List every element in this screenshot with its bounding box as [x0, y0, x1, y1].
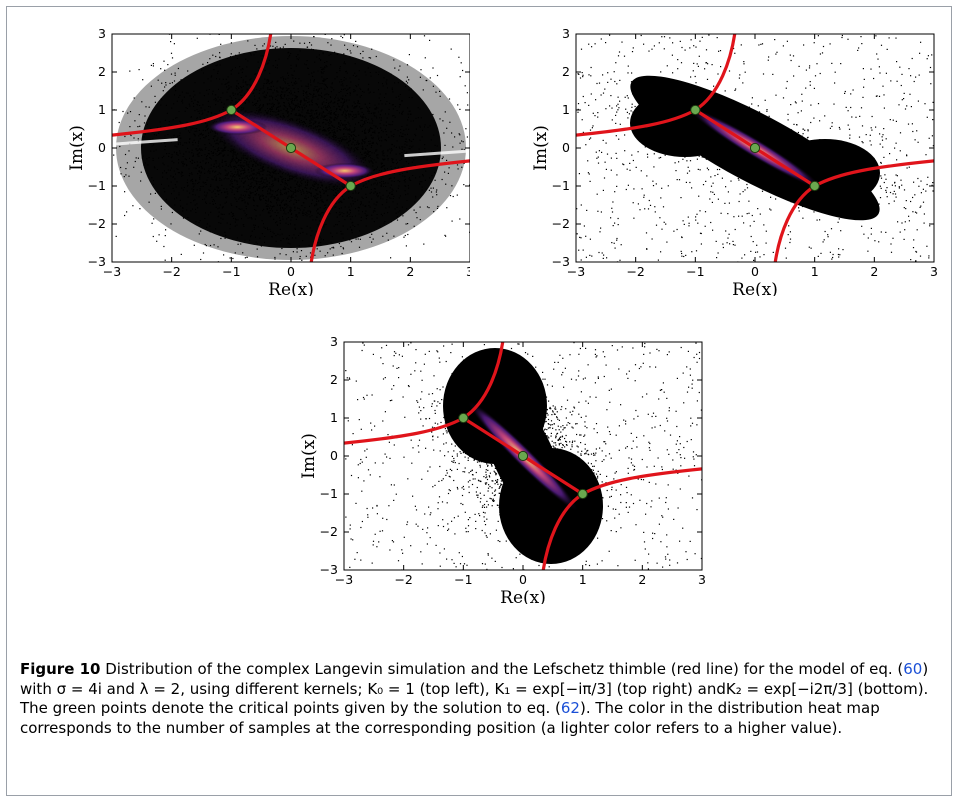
x-tick-label: 0	[287, 264, 295, 279]
x-tick-label: −2	[394, 572, 412, 587]
y-tick-label: 1	[330, 410, 338, 425]
x-tick-label: 1	[347, 264, 355, 279]
chart-svg: −3 −2 −1 0 1 2 3 3 2 1 0 −1 −2 −3 Re(x) Im(x)	[531, 26, 938, 296]
y-tick-label: −2	[88, 216, 106, 231]
x-tick-label: −1	[454, 572, 472, 587]
x-tick-label: 3	[466, 264, 470, 279]
caption-text-3: ). The color in the distribution heat ma…	[20, 699, 880, 737]
x-tick-label: −3	[567, 264, 585, 279]
y-tick-label: −1	[320, 486, 338, 501]
y-tick-label: 0	[330, 448, 338, 463]
eq-ref-60[interactable]: 60	[903, 660, 923, 678]
critical-point-0	[458, 412, 469, 424]
x-tick-label: −2	[626, 264, 644, 279]
x-axis-label: Re(x)	[268, 280, 314, 296]
heatmap-area	[576, 34, 934, 262]
critical-points	[690, 104, 820, 192]
chart-svg: −3 −2 −1 0 1 2 3 3 2 1 0 −1 −2 −3 Re(x) Im(x)	[299, 334, 706, 604]
x-axis-label: Re(x)	[732, 280, 778, 296]
plot-bottom: −3 −2 −1 0 1 2 3 3 2 1 0 −1 −2 −3 Re(x) Im(x)	[290, 330, 720, 604]
critical-point-1	[517, 450, 529, 462]
critical-point-2	[345, 180, 356, 192]
x-tick-label: 2	[638, 572, 646, 587]
y-tick-label: −3	[552, 254, 570, 269]
plot-top-left: −3 −2 −1 0 1 2 3 3 2 1 0 −1 −2 −3 Re(x) Im(x)	[50, 22, 470, 296]
y-tick-label: 2	[562, 64, 570, 79]
critical-point-0	[690, 104, 701, 116]
figure-label: Figure 10	[20, 660, 101, 678]
critical-point-2	[809, 180, 820, 192]
x-tick-label: 3	[930, 264, 938, 279]
critical-point-0	[226, 104, 237, 116]
y-tick-label: −2	[320, 524, 338, 539]
critical-point-1	[749, 142, 761, 154]
critical-point-1	[285, 142, 297, 154]
critical-points	[458, 412, 588, 500]
y-tick-label: −3	[88, 254, 106, 269]
caption-text-1: Distribution of the complex Langevin sim…	[100, 660, 904, 678]
y-axis-label: Im(x)	[299, 433, 319, 479]
x-axis-label: Re(x)	[500, 588, 546, 604]
x-tick-label: −1	[222, 264, 240, 279]
x-tick-label: −1	[686, 264, 704, 279]
x-tick-label: 0	[519, 572, 527, 587]
chart-svg: −3 −2 −1 0 1 2 3 3 2 1 0 −1 −2 −3 Re(x) Im(x)	[67, 26, 470, 296]
y-tick-label: 2	[98, 64, 106, 79]
y-tick-label: 3	[562, 26, 570, 41]
heatmap-area	[344, 342, 702, 570]
ticks	[575, 33, 935, 263]
critical-point-2	[577, 488, 588, 500]
heatmap-area	[112, 34, 470, 262]
figure-caption: Figure 10 Distribution of the complex La…	[20, 660, 940, 738]
eq-ref-62[interactable]: 62	[560, 699, 580, 717]
critical-points	[226, 104, 356, 192]
y-tick-label: −3	[320, 562, 338, 577]
y-tick-label: −2	[552, 216, 570, 231]
x-tick-label: 2	[406, 264, 414, 279]
x-tick-label: 3	[698, 572, 706, 587]
y-tick-label: 1	[562, 102, 570, 117]
y-tick-label: 3	[330, 334, 338, 349]
figure-frame	[6, 6, 952, 796]
x-tick-label: 2	[870, 264, 878, 279]
ticks	[343, 341, 703, 571]
x-tick-label: 1	[579, 572, 587, 587]
y-axis-label: Im(x)	[531, 125, 551, 171]
y-tick-label: 3	[98, 26, 106, 41]
caption-text-2: ) with σ = 4i and λ = 2, using different…	[20, 660, 929, 717]
y-tick-label: 0	[562, 140, 570, 155]
ticks	[111, 33, 470, 263]
x-tick-label: −2	[162, 264, 180, 279]
y-axis-label: Im(x)	[67, 125, 87, 171]
dense-core	[443, 348, 603, 564]
x-tick-label: −3	[335, 572, 353, 587]
y-tick-label: −1	[88, 178, 106, 193]
y-tick-label: 2	[330, 372, 338, 387]
y-tick-label: 1	[98, 102, 106, 117]
x-tick-label: −3	[103, 264, 121, 279]
plot-top-right: −3 −2 −1 0 1 2 3 3 2 1 0 −1 −2 −3 Re(x) Im(x)	[522, 22, 942, 296]
y-tick-label: 0	[98, 140, 106, 155]
x-tick-label: 0	[751, 264, 759, 279]
lefschetz-thimble	[112, 34, 470, 262]
y-tick-label: −1	[552, 178, 570, 193]
x-tick-label: 1	[811, 264, 819, 279]
